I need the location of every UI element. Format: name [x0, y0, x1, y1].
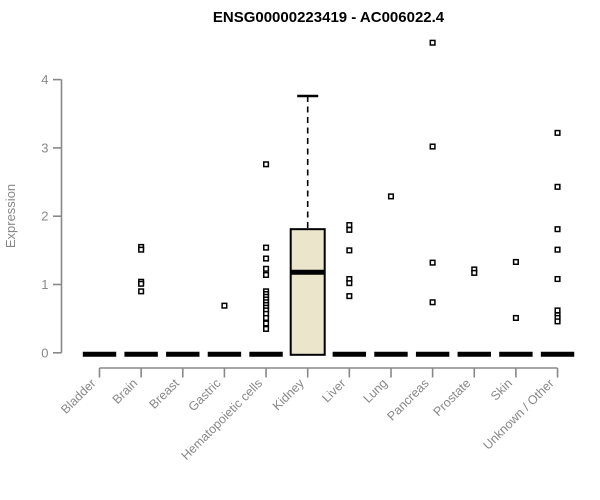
outlier-point [554, 318, 561, 325]
outlier-point [138, 280, 145, 287]
outlier-point [429, 143, 436, 150]
outlier-point [346, 247, 353, 254]
outlier-point [554, 275, 561, 283]
chart-title: ENSG00000223419 - AC006022.4 [213, 9, 445, 26]
outlier-point [263, 320, 270, 327]
x-tick-label: Bladder [58, 376, 98, 416]
y-axis-label: Expression [3, 184, 18, 248]
outlier-point [387, 193, 395, 200]
outlier-point [429, 259, 436, 266]
outlier-point [263, 271, 270, 278]
outlier-point [138, 288, 145, 295]
outlier-point [429, 39, 436, 46]
outlier-point [346, 280, 353, 287]
y-tick-label: 4 [41, 72, 48, 87]
y-tick-label: 2 [41, 209, 48, 224]
x-tick-label: Liver [319, 376, 348, 405]
outlier-point [512, 314, 519, 322]
y-tick-label: 3 [41, 140, 48, 155]
y-tick-label: 0 [41, 345, 48, 360]
x-tick-label: Pancreas [384, 376, 431, 423]
outlier-point [554, 183, 561, 190]
outlier-point [554, 226, 561, 233]
x-tick-label: Skin [488, 376, 515, 403]
outlier-point [263, 314, 270, 322]
outlier-point [346, 293, 353, 300]
outlier-point [429, 299, 436, 306]
x-tick-label: Hematopoietic cells [179, 376, 266, 463]
x-tick-label: Gastric [186, 376, 224, 414]
box [289, 228, 326, 356]
outlier-point [221, 302, 228, 309]
outlier-point [263, 244, 270, 251]
outlier-point [554, 129, 561, 136]
outlier-point [512, 258, 519, 266]
x-tick-label: Lung [361, 376, 391, 406]
outlier-point [554, 307, 561, 314]
x-tick-label: Brain [110, 376, 141, 407]
y-tick-label: 1 [41, 277, 48, 292]
outlier-point [263, 161, 270, 168]
outlier-point [263, 255, 270, 262]
y-axis: 0 1 2 3 4 [41, 72, 63, 360]
plot-area [82, 39, 575, 357]
x-tick-label: Kidney [270, 376, 307, 413]
outlier-point [554, 246, 561, 253]
outlier-point [346, 222, 353, 229]
x-tick-label: Prostate [431, 376, 474, 419]
outlier-point [263, 325, 270, 332]
outlier-point [138, 246, 145, 253]
outlier-point [263, 265, 270, 272]
outlier-point [346, 226, 353, 233]
x-tick-label: Unknown / Other [480, 376, 556, 452]
x-tick-label: Breast [146, 376, 182, 412]
outlier-point [471, 269, 478, 276]
